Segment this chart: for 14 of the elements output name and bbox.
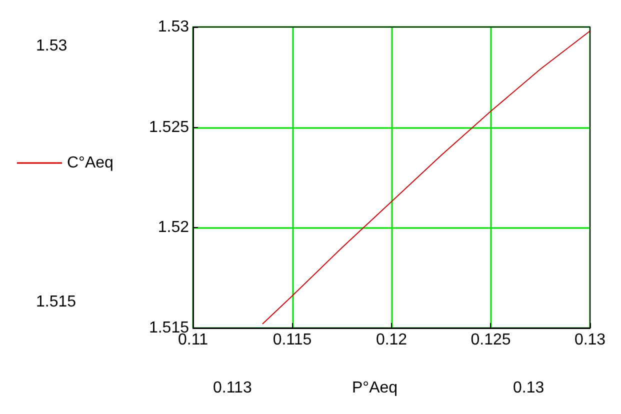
text: 1.53 [36, 38, 68, 54]
y-tick-label: 1.525 [148, 118, 190, 136]
y-tick-label: 1.52 [158, 219, 190, 236]
x-tick-label: 0.125 [470, 332, 511, 348]
line-series [262, 30, 590, 324]
legend-label: C°Aeq [67, 154, 114, 172]
text: 0.113 [213, 380, 252, 396]
y-tick-label: 1.53 [158, 18, 190, 36]
text: 1.515 [36, 294, 76, 310]
x-tick-label: 0.115 [272, 332, 312, 348]
x-tick-label: 0.12 [376, 332, 408, 348]
x-tick-label: 0.13 [574, 332, 606, 348]
x-axis-title: P°Aeq [352, 380, 398, 396]
text: 0.13 [513, 380, 544, 396]
